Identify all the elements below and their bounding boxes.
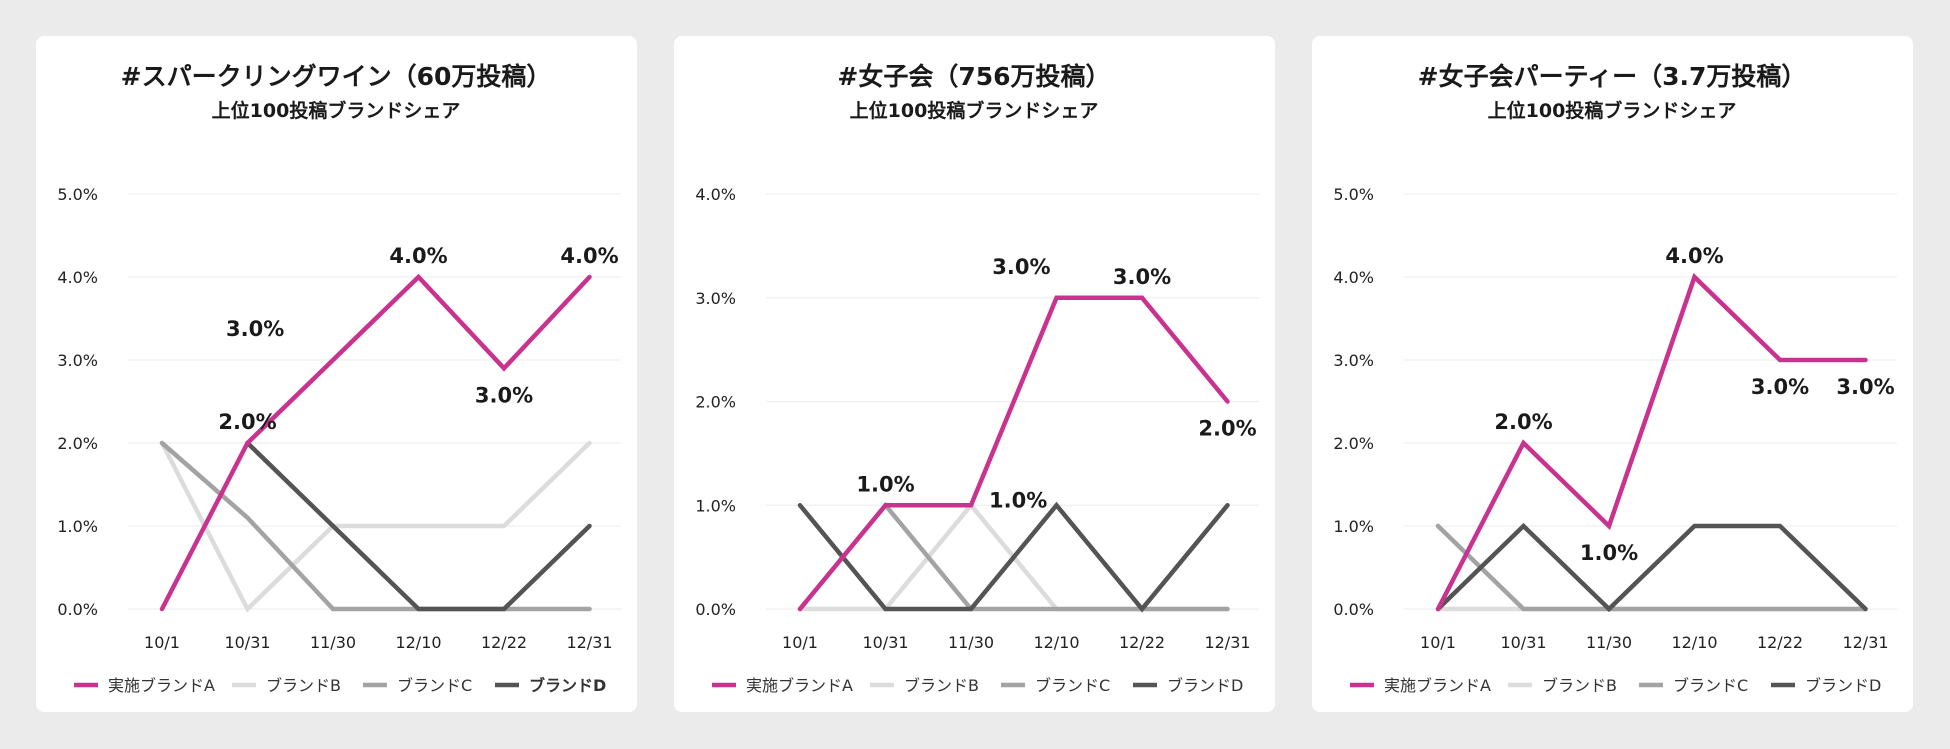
y-tick-label: 1.0% [1333, 517, 1374, 536]
data-label: 1.0% [1580, 541, 1638, 565]
x-tick-label: 12/31 [566, 633, 612, 652]
y-tick-label: 0.0% [695, 600, 736, 619]
y-tick-label: 5.0% [57, 185, 98, 204]
y-tick-label: 5.0% [1333, 185, 1374, 204]
legend-label: ブランドD [1805, 676, 1881, 695]
legend-label: 実施ブランドA [746, 676, 853, 695]
x-tick-label: 10/1 [144, 633, 180, 652]
data-label: 3.0% [1836, 375, 1894, 399]
x-tick-label: 11/30 [948, 633, 994, 652]
y-tick-label: 3.0% [57, 351, 98, 370]
y-tick-label: 2.0% [695, 393, 736, 412]
x-tick-label: 10/31 [224, 633, 270, 652]
series-line-ブランドD [245, 440, 592, 612]
line-chart-joshikai-party: #女子会パーティー（3.7万投稿） 上位100投稿ブランドシェア 0.0% 1.0% 2… [1333, 62, 1897, 695]
data-label: 3.0% [1113, 265, 1171, 289]
y-tick-label: 2.0% [57, 434, 98, 453]
data-label: 2.0% [1198, 417, 1256, 441]
x-tick-label: 10/31 [1500, 633, 1546, 652]
y-tick-label: 0.0% [57, 600, 98, 619]
y-tick-label: 4.0% [1333, 268, 1374, 287]
legend-label: ブランドC [397, 676, 472, 695]
y-tick-label: 1.0% [57, 517, 98, 536]
data-label: 3.0% [475, 383, 533, 407]
x-tick-label: 12/31 [1204, 633, 1250, 652]
chart-subtitle: 上位100投稿ブランドシェア [850, 99, 1099, 122]
legend-label: ブランドB [1542, 676, 1617, 695]
x-tick-label: 10/1 [782, 633, 818, 652]
x-tick-label: 12/22 [1119, 633, 1165, 652]
legend-label: ブランドC [1035, 676, 1110, 695]
data-label: 4.0% [1665, 244, 1723, 268]
data-label: 3.0% [1751, 375, 1809, 399]
x-tick-label: 12/10 [1671, 633, 1717, 652]
chart-title: #女子会（756万投稿） [837, 62, 1110, 91]
x-tick-label: 10/1 [1420, 633, 1456, 652]
line-chart-sparkling-wine: #スパークリングワイン（60万投稿） 上位100投稿ブランドシェア 0.0% 1.0%… [57, 62, 621, 695]
y-tick-label: 2.0% [1333, 434, 1374, 453]
y-tick-label: 3.0% [695, 289, 736, 308]
legend-label: ブランドB [266, 676, 341, 695]
legend-label: ブランドD [1167, 676, 1243, 695]
line-chart-joshikai: #女子会（756万投稿） 上位100投稿ブランドシェア 0.0% 1.0% 2.0% 3.… [695, 62, 1259, 695]
x-tick-label: 11/30 [310, 633, 356, 652]
y-tick-label: 4.0% [695, 185, 736, 204]
y-tick-label: 1.0% [695, 496, 736, 515]
x-tick-label: 12/22 [1757, 633, 1803, 652]
data-label: 1.0% [989, 488, 1047, 512]
x-tick-label: 12/10 [1033, 633, 1079, 652]
data-label: 1.0% [856, 472, 914, 496]
data-label: 4.0% [560, 244, 618, 268]
x-tick-label: 11/30 [1586, 633, 1632, 652]
x-tick-label: 12/22 [481, 633, 527, 652]
x-tick-label: 10/31 [862, 633, 908, 652]
data-label: 4.0% [389, 244, 447, 268]
series-line-ブランドC [1435, 523, 1868, 612]
series-line-ブランドB [159, 440, 592, 613]
x-tick-label: 12/10 [395, 633, 441, 652]
series-line-ブランドD [1435, 522, 1868, 613]
chart-title: #女子会パーティー（3.7万投稿） [1418, 62, 1807, 91]
chart-panel-sparkling-wine: #スパークリングワイン（60万投稿） 上位100投稿ブランドシェア 0.0% 1.0%… [36, 36, 637, 712]
y-tick-label: 4.0% [57, 268, 98, 287]
legend-label: 実施ブランドA [1384, 676, 1491, 695]
legend-label: 実施ブランドA [108, 676, 215, 695]
x-tick-label: 12/31 [1842, 633, 1888, 652]
chart-panel-joshikai: #女子会（756万投稿） 上位100投稿ブランドシェア 0.0% 1.0% 2.0% 3.… [674, 36, 1275, 712]
data-label: 2.0% [218, 410, 276, 434]
series-line-実施ブランドA [1435, 272, 1868, 612]
series-line-実施ブランドA [159, 273, 592, 612]
series-line-ブランドD [797, 501, 1230, 613]
data-label: 2.0% [1494, 410, 1552, 434]
chart-subtitle: 上位100投稿ブランドシェア [1488, 99, 1737, 122]
legend-label: ブランドD [529, 676, 606, 695]
data-label: 3.0% [226, 317, 284, 341]
y-tick-label: 0.0% [1333, 600, 1374, 619]
data-label: 3.0% [992, 255, 1050, 279]
y-tick-label: 3.0% [1333, 351, 1374, 370]
chart-panel-joshikai-party: #女子会パーティー（3.7万投稿） 上位100投稿ブランドシェア 0.0% 1.0% 2… [1312, 36, 1913, 712]
series-line-実施ブランドA [797, 295, 1230, 612]
chart-subtitle: 上位100投稿ブランドシェア [212, 99, 461, 122]
series-line-ブランドC [159, 440, 592, 612]
legend-label: ブランドC [1673, 676, 1748, 695]
chart-title: #スパークリングワイン（60万投稿） [121, 62, 552, 91]
legend-label: ブランドB [904, 676, 979, 695]
